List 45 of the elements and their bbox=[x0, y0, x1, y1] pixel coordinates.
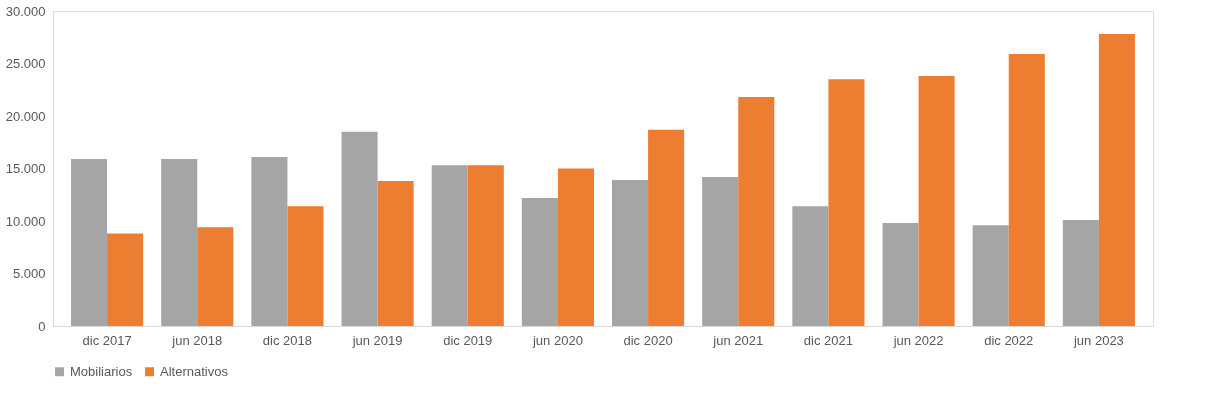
x-tick-label: jun 2020 bbox=[531, 332, 583, 348]
bar bbox=[1098, 34, 1135, 326]
y-tick-label: 30.000 bbox=[5, 3, 46, 19]
legend-label: Mobiliarios bbox=[70, 363, 133, 379]
bar bbox=[792, 206, 829, 326]
bar bbox=[1008, 54, 1045, 326]
bar bbox=[738, 97, 775, 326]
x-tick-label: dic 2018 bbox=[262, 332, 312, 348]
y-tick-label: 20.000 bbox=[5, 108, 46, 124]
y-tick-label: 10.000 bbox=[5, 213, 46, 229]
bar bbox=[377, 181, 414, 326]
bar bbox=[431, 165, 468, 326]
bar bbox=[882, 223, 919, 326]
bar bbox=[612, 180, 649, 326]
bar bbox=[287, 206, 324, 326]
bar bbox=[467, 165, 504, 326]
y-tick-label: 15.000 bbox=[5, 161, 46, 176]
bar bbox=[702, 176, 739, 326]
x-tick-label: dic 2017 bbox=[82, 332, 132, 348]
x-tick-label: jun 2021 bbox=[712, 332, 764, 348]
bar bbox=[161, 159, 198, 326]
bar bbox=[828, 79, 865, 326]
bar bbox=[557, 168, 594, 326]
bar bbox=[107, 233, 144, 326]
x-tick-label: dic 2021 bbox=[803, 332, 853, 348]
x-tick-label: dic 2022 bbox=[984, 332, 1034, 348]
bar bbox=[71, 159, 108, 326]
bar bbox=[251, 156, 288, 326]
bar bbox=[918, 76, 955, 326]
bar bbox=[521, 197, 558, 326]
bar bbox=[197, 227, 234, 326]
x-tick-label: jun 2019 bbox=[351, 332, 403, 348]
bar bbox=[341, 131, 378, 326]
y-tick-label: 25.000 bbox=[5, 56, 46, 71]
x-tick-label: jun 2023 bbox=[1072, 332, 1124, 348]
x-tick-label: dic 2019 bbox=[443, 332, 493, 348]
bar bbox=[648, 129, 685, 326]
x-tick-label: dic 2020 bbox=[623, 332, 673, 348]
x-tick-label: jun 2018 bbox=[171, 332, 223, 348]
y-tick-label: 0 bbox=[38, 318, 46, 334]
bar bbox=[1062, 219, 1099, 326]
y-tick-label: 5.000 bbox=[12, 266, 46, 281]
legend-label: Alternativos bbox=[160, 363, 229, 379]
x-tick-label: jun 2022 bbox=[892, 332, 944, 348]
bar bbox=[972, 225, 1009, 326]
